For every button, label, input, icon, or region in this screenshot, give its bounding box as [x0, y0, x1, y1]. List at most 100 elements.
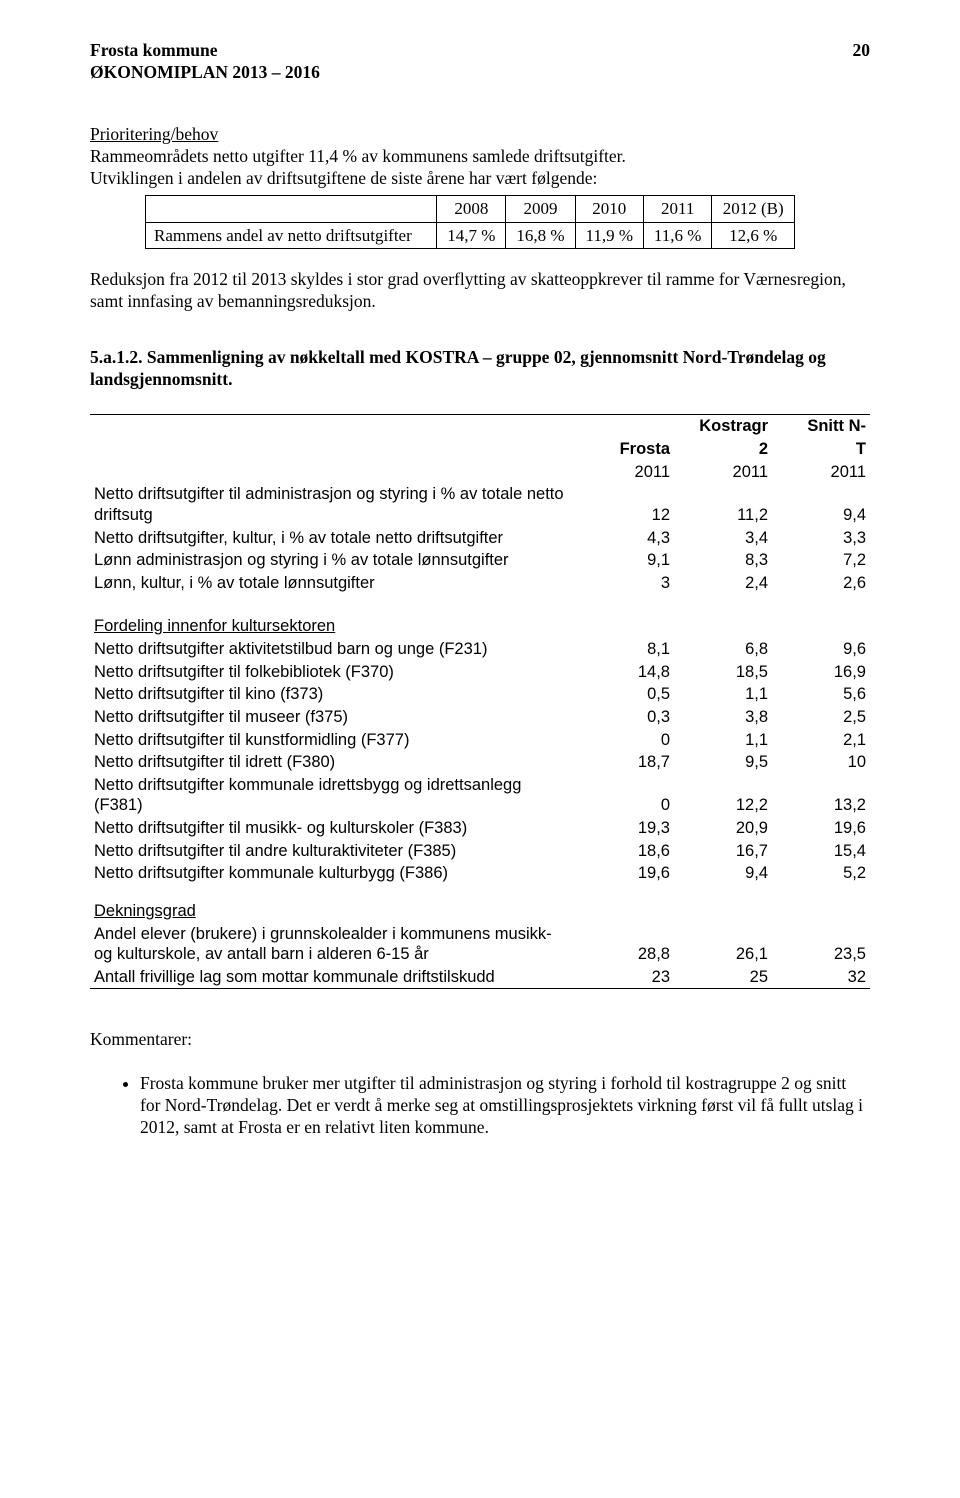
row-value: 0,3 [576, 706, 674, 729]
t2-head-row2: Frosta 2 T [90, 438, 870, 461]
table-row: Netto driftsutgifter til kino (f373)0,51… [90, 683, 870, 706]
row-value: 8,3 [674, 549, 772, 572]
kostra-table: Kostragr Snitt N- Frosta 2 T 2011 2011 2… [90, 414, 870, 989]
row-value: 15,4 [772, 840, 870, 863]
table-row: Netto driftsutgifter til folkebibliotek … [90, 661, 870, 684]
row-value: 9,4 [674, 862, 772, 885]
comment-bullet-1: Frosta kommune bruker mer utgifter til a… [140, 1073, 870, 1139]
table1-header-row: 2008 2009 2010 2011 2012 (B) [146, 196, 795, 222]
row-value: 3,4 [674, 527, 772, 550]
row-value: 9,5 [674, 751, 772, 774]
prioritering-line2: Utviklingen i andelen av driftsutgiftene… [90, 168, 870, 190]
row-label: Andel elever (brukere) i grunnskolealder… [90, 923, 576, 966]
row-value: 23,5 [772, 923, 870, 966]
row-label: Netto driftsutgifter til musikk- og kult… [90, 817, 576, 840]
prioritering-line1: Rammeområdets netto utgifter 11,4 % av k… [90, 146, 870, 168]
row-value: 6,8 [674, 638, 772, 661]
t1-val-4: 12,6 % [712, 222, 795, 248]
row-label: Lønn administrasjon og styring i % av to… [90, 549, 576, 572]
row-value: 4,3 [576, 527, 674, 550]
row-value: 2,4 [674, 572, 772, 595]
table1-wrapper: 2008 2009 2010 2011 2012 (B) Rammens and… [145, 195, 870, 249]
row-value: 14,8 [576, 661, 674, 684]
prioritering-title: Prioritering/behov [90, 124, 870, 146]
t1-val-3: 11,6 % [643, 222, 711, 248]
header-left: Frosta kommune ØKONOMIPLAN 2013 – 2016 [90, 40, 320, 84]
row-label: Netto driftsutgifter til andre kulturakt… [90, 840, 576, 863]
table-row: Netto driftsutgifter kommunale idrettsby… [90, 774, 870, 817]
prioritering-block: Prioritering/behov Rammeområdets netto u… [90, 124, 870, 190]
row-value: 16,9 [772, 661, 870, 684]
row-value: 2,1 [772, 729, 870, 752]
row-value: 3,8 [674, 706, 772, 729]
row-value: 2,5 [772, 706, 870, 729]
row-value: 10 [772, 751, 870, 774]
table-row: Netto driftsutgifter til museer (f375)0,… [90, 706, 870, 729]
comments-title: Kommentarer: [90, 1029, 870, 1051]
row-value: 19,6 [772, 817, 870, 840]
document-page: Frosta kommune ØKONOMIPLAN 2013 – 2016 2… [0, 0, 960, 1205]
row-value: 1,1 [674, 729, 772, 752]
row-value: 9,6 [772, 638, 870, 661]
row-value: 2,6 [772, 572, 870, 595]
table-row: Netto driftsutgifter aktivitetstilbud ba… [90, 638, 870, 661]
group-kultur-title: Fordeling innenfor kultursektoren [90, 594, 870, 638]
row-label: Antall frivillige lag som mottar kommuna… [90, 966, 576, 989]
row-value: 18,7 [576, 751, 674, 774]
row-label: Netto driftsutgifter til idrett (F380) [90, 751, 576, 774]
row-value: 7,2 [772, 549, 870, 572]
row-value: 26,1 [674, 923, 772, 966]
row-value: 32 [772, 966, 870, 989]
row-value: 1,1 [674, 683, 772, 706]
row-label: Netto driftsutgifter til administrasjon … [90, 483, 576, 526]
t1-val-0: 14,7 % [437, 222, 506, 248]
table-row: Lønn administrasjon og styring i % av to… [90, 549, 870, 572]
group-dek-title-row: Dekningsgrad [90, 885, 870, 923]
group-kultur-title-row: Fordeling innenfor kultursektoren [90, 594, 870, 638]
t1-val-2: 11,9 % [575, 222, 643, 248]
t1-val-1: 16,8 % [506, 222, 575, 248]
row-label: Netto driftsutgifter aktivitetstilbud ba… [90, 638, 576, 661]
table-row: Antall frivillige lag som mottar kommuna… [90, 966, 870, 989]
row-value: 3 [576, 572, 674, 595]
t1-row-label: Rammens andel av netto driftsutgifter [146, 222, 437, 248]
row-label: Netto driftsutgifter til kunstformidling… [90, 729, 576, 752]
table-row: Netto driftsutgifter til andre kulturakt… [90, 840, 870, 863]
t2-h-c1: Frosta [576, 438, 674, 461]
table-row: Andel elever (brukere) i grunnskolealder… [90, 923, 870, 966]
row-value: 0 [576, 774, 674, 817]
t2-yr-3: 2011 [772, 461, 870, 484]
t1-year-4: 2012 (B) [712, 196, 795, 222]
table-row: Netto driftsutgifter, kultur, i % av tot… [90, 527, 870, 550]
t1-year-3: 2011 [643, 196, 711, 222]
row-label: Netto driftsutgifter til folkebibliotek … [90, 661, 576, 684]
row-value: 12,2 [674, 774, 772, 817]
row-label: Netto driftsutgifter til kino (f373) [90, 683, 576, 706]
row-value: 12 [576, 483, 674, 526]
group-dek-title: Dekningsgrad [90, 885, 870, 923]
rammens-table: 2008 2009 2010 2011 2012 (B) Rammens and… [145, 195, 795, 249]
table-row: Lønn, kultur, i % av totale lønnsutgifte… [90, 572, 870, 595]
t2-h-c2a: Kostragr [674, 415, 772, 438]
row-value: 11,2 [674, 483, 772, 526]
row-value: 18,6 [576, 840, 674, 863]
row-value: 5,6 [772, 683, 870, 706]
t2-h-c3b: T [772, 438, 870, 461]
t2-yr-1: 2011 [576, 461, 674, 484]
kostra-tables: Kostragr Snitt N- Frosta 2 T 2011 2011 2… [90, 414, 870, 989]
row-label: Netto driftsutgifter kommunale idrettsby… [90, 774, 576, 817]
reduksjon-paragraph: Reduksjon fra 2012 til 2013 skyldes i st… [90, 269, 870, 313]
t1-year-0: 2008 [437, 196, 506, 222]
t2-h-c2b: 2 [674, 438, 772, 461]
table-row: Netto driftsutgifter kommunale kulturbyg… [90, 862, 870, 885]
table-row: Netto driftsutgifter til musikk- og kult… [90, 817, 870, 840]
header-line1: Frosta kommune [90, 40, 320, 62]
row-value: 19,3 [576, 817, 674, 840]
row-value: 18,5 [674, 661, 772, 684]
table1-data-row: Rammens andel av netto driftsutgifter 14… [146, 222, 795, 248]
row-value: 0,5 [576, 683, 674, 706]
table-row: Netto driftsutgifter til idrett (F380)18… [90, 751, 870, 774]
row-value: 19,6 [576, 862, 674, 885]
t2-head-row1: Kostragr Snitt N- [90, 415, 870, 438]
row-value: 28,8 [576, 923, 674, 966]
